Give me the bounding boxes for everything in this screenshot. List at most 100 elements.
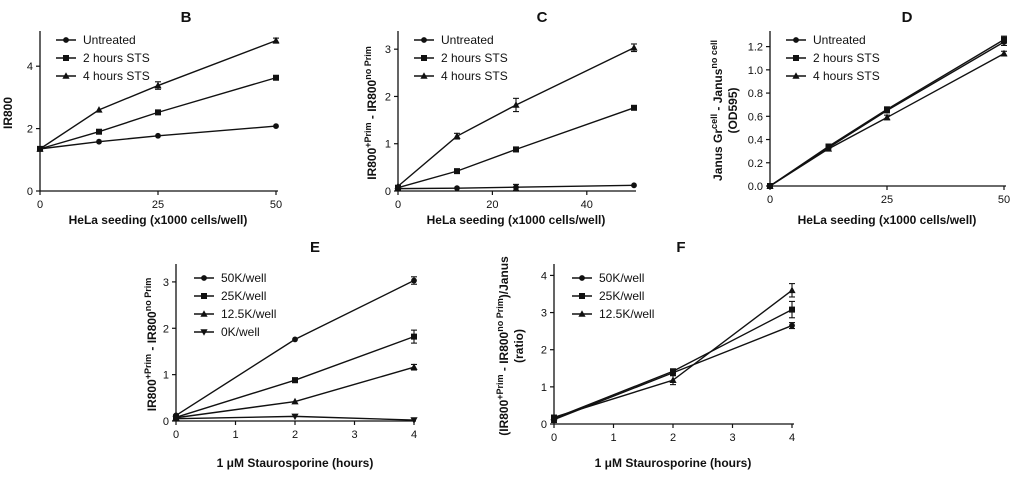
data-point: [291, 397, 299, 405]
series-25k-well: [551, 300, 795, 422]
panel-c: C 0 20 40 0 1 2 3 HeLa seeding (x1000 cells/well…: [363, 9, 638, 227]
x-tick-label: 0: [37, 199, 43, 211]
x-tick-label: 0: [395, 199, 401, 211]
data-point: [454, 185, 460, 192]
legend-label: 4 hours STS: [83, 69, 150, 83]
y-tick-label: 1.0: [748, 65, 763, 77]
x-axis-title: HeLa seeding (x1000 cells/well): [798, 213, 977, 227]
series-12-5k-well: [172, 363, 418, 421]
data-point: [513, 184, 519, 191]
legend-label: 2 hours STS: [441, 51, 508, 65]
data-point: [883, 113, 891, 121]
data-point: [411, 333, 417, 340]
legend-marker: [793, 55, 799, 61]
legend-label: 50K/well: [221, 271, 266, 285]
legend-label: 25K/well: [599, 289, 644, 303]
legend-marker: [63, 37, 69, 43]
legend-entry: 4 hours STS: [786, 69, 880, 83]
legend-marker: [63, 55, 69, 61]
panel-b: B 0 25 50 0 2 4 HeLa seeding (x1000 cells/well)…: [1, 9, 282, 227]
panel-e-letter: E: [310, 239, 320, 256]
x-tick-label: 0: [173, 429, 179, 441]
x-tick-label: 0: [767, 194, 773, 206]
legend-label: 2 hours STS: [83, 51, 150, 65]
x-tick-label: 2: [670, 432, 676, 444]
series-12-5k-well: [550, 283, 796, 421]
data-point: [512, 101, 520, 108]
data-point: [630, 43, 638, 51]
legend-entry: 0K/well: [194, 325, 260, 339]
legend-label: 50K/well: [599, 271, 644, 285]
series-4-hours-sts: [394, 43, 638, 190]
series-line: [769, 39, 1005, 187]
legend-entry: Untreated: [786, 33, 866, 47]
data-point: [410, 363, 418, 371]
series-line: [39, 125, 277, 150]
legend-marker: [201, 293, 207, 299]
data-point: [154, 81, 162, 89]
data-point: [454, 168, 460, 175]
legend-marker: [421, 37, 427, 43]
y-tick-label: 0: [27, 186, 33, 198]
data-point: [1000, 49, 1008, 57]
legend-label: 12.5K/well: [221, 307, 276, 321]
y-tick-label: 0.8: [748, 88, 763, 100]
panel-d-letter: D: [902, 9, 913, 26]
x-axis-title: 1 μM Staurosporine (hours): [217, 456, 374, 470]
legend-label: Untreated: [441, 33, 494, 47]
y-tick-label: 0: [385, 186, 391, 198]
y-tick-label: 4: [541, 270, 547, 282]
data-point: [95, 106, 103, 113]
legend-entry: 2 hours STS: [414, 51, 508, 65]
panel-f: F 0 1 2 3 4 0 1 2 3 4 1 μM Staurosporine (hours) (IR…: [495, 239, 796, 470]
data-point: [550, 413, 558, 421]
legend-entry: 12.5K/well: [572, 307, 654, 321]
x-axis-title: 1 μM Staurosporine (hours): [595, 456, 752, 470]
y-tick-label: 0: [163, 416, 169, 428]
y-tick-label: 0: [541, 419, 547, 431]
legend-label: 0K/well: [221, 325, 260, 339]
series-4-hours-sts: [36, 36, 280, 152]
series-line: [769, 52, 1005, 187]
legend-label: Untreated: [813, 33, 866, 47]
x-tick-label: 50: [998, 194, 1010, 206]
x-tick-label: 2: [292, 429, 298, 441]
data-point: [669, 376, 677, 383]
data-point: [513, 146, 519, 153]
data-point: [1001, 36, 1007, 43]
data-point: [631, 104, 637, 111]
series-untreated: [767, 37, 1007, 189]
legend-marker: [421, 55, 427, 61]
data-point: [789, 322, 795, 329]
series-4-hours-sts: [766, 49, 1008, 189]
legend-entry: 25K/well: [194, 289, 266, 303]
legend-label: Untreated: [83, 33, 136, 47]
legend-entry: 25K/well: [572, 289, 644, 303]
legend-entry: 4 hours STS: [414, 69, 508, 83]
y-tick-label: 1: [163, 370, 169, 382]
data-point: [96, 128, 102, 135]
y-tick-label: 2: [163, 323, 169, 335]
legend-marker: [420, 72, 428, 79]
legend-marker: [62, 72, 70, 79]
y-axis-title: IR800+Prim - IR800no Prim: [143, 278, 159, 412]
x-tick-label: 25: [881, 194, 893, 206]
data-point: [789, 306, 795, 313]
data-point: [411, 277, 417, 284]
y-tick-label: 0.2: [748, 158, 763, 170]
x-tick-label: 20: [486, 199, 498, 211]
y-axis-title: (IR800+Prim - IR800no Prim)/Janus: [495, 256, 511, 436]
data-point: [410, 417, 418, 424]
data-point: [155, 132, 161, 139]
legend-marker: [793, 37, 799, 43]
data-point: [273, 123, 279, 130]
legend-marker: [201, 275, 207, 281]
legend-label: 25K/well: [221, 289, 266, 303]
data-point: [292, 336, 298, 343]
series-25k-well: [173, 329, 417, 421]
legend-entry: Untreated: [56, 33, 136, 47]
series-line: [39, 39, 277, 150]
data-point: [292, 377, 298, 384]
legend-entry: 4 hours STS: [56, 69, 150, 83]
